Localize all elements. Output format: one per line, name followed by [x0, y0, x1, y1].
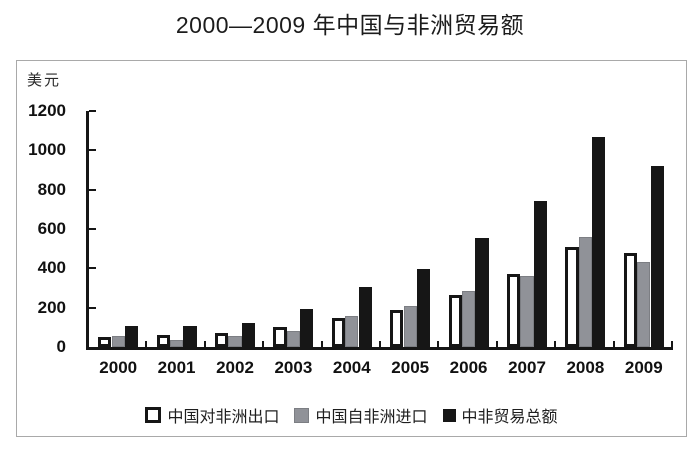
plot-area [86, 110, 673, 350]
bar-2008-series2 [592, 136, 606, 347]
y-axis-tick [89, 110, 96, 112]
x-category-label: 2003 [274, 358, 313, 377]
y-tick-label: 200 [37, 297, 66, 317]
bar-2002-series0 [214, 333, 229, 347]
bar-2006-series1 [461, 290, 476, 347]
x-axis-tick [554, 341, 557, 347]
bar-2005-series2 [416, 269, 431, 347]
y-axis-tick [89, 228, 96, 230]
legend-swatch-exports [145, 407, 162, 423]
x-category-label: 2009 [624, 358, 663, 377]
bar-2009-series1 [637, 261, 651, 347]
bar-2007-series0 [506, 273, 521, 347]
bar-2004-series1 [345, 315, 359, 347]
x-category-label: 2008 [566, 358, 605, 377]
y-axis-tick [89, 306, 96, 309]
bar-2005-series1 [403, 305, 417, 347]
bar-2002-series2 [241, 322, 256, 347]
y-tick-label: 400 [37, 258, 66, 278]
chart-frame: 美元 0 200 400 600 800 1000 1200 2000 2001 2002 200… [16, 60, 687, 437]
bar-2000-series0 [98, 337, 112, 347]
bar-2004-series0 [331, 317, 346, 347]
x-category-label: 2006 [449, 358, 488, 377]
bar-2003-series1 [286, 330, 301, 347]
legend-label-exports: 中国对非洲出口 [167, 409, 280, 426]
x-category-label: 2002 [216, 358, 254, 377]
legend-item-imports: 中国自非洲进口 [294, 403, 428, 427]
legend-swatch-imports [294, 407, 310, 423]
bar-2004-series2 [358, 287, 372, 347]
y-tick-label: 0 [56, 337, 66, 356]
y-tick-label: 800 [37, 179, 66, 199]
x-axis-tick [262, 341, 265, 347]
legend-label-total: 中非贸易总额 [461, 409, 558, 426]
legend-swatch-total [442, 408, 456, 422]
bar-2001-series0 [156, 335, 170, 347]
x-axis-labels: 2000 2001 2002 2003 2004 2005 2006 2007 2008 2009 [89, 357, 673, 379]
x-axis-tick [320, 341, 323, 347]
x-category-label: 2004 [332, 358, 371, 377]
legend-label-imports: 中国自非洲进口 [315, 409, 428, 426]
bar-2006-series2 [475, 238, 489, 347]
y-tick-label: 600 [37, 219, 66, 238]
y-axis-labels: 0 200 400 600 800 1000 1200 [17, 101, 66, 356]
chart-title: 2000—2009 年中国与非洲贸易额 [175, 12, 525, 38]
bar-2006-series0 [448, 294, 462, 347]
y-axis-tick [89, 149, 96, 152]
x-axis-tick [495, 341, 498, 347]
bar-2000-series2 [124, 326, 139, 347]
bar-2007-series2 [533, 201, 548, 347]
x-axis-tick [379, 341, 381, 347]
bar-2008-series1 [578, 236, 593, 347]
y-tick-label: 1200 [28, 101, 66, 120]
x-axis-tick [145, 341, 148, 347]
bar-2003-series0 [273, 327, 287, 347]
y-axis-unit-label: 美元 [27, 72, 62, 89]
bar-2002-series1 [228, 336, 242, 347]
y-axis-tick [89, 267, 96, 270]
x-category-label: 2000 [99, 358, 138, 377]
x-category-label: 2007 [508, 358, 546, 377]
x-axis-tick [203, 341, 206, 347]
bar-2000-series1 [111, 336, 125, 347]
x-axis-tick [437, 341, 440, 347]
bar-2001-series2 [183, 325, 197, 347]
x-category-label: 2005 [391, 358, 430, 377]
legend-item-total: 中非贸易总额 [442, 403, 558, 427]
bar-2007-series1 [520, 275, 534, 347]
x-category-label: 2001 [157, 358, 196, 377]
y-tick-label: 1000 [28, 140, 66, 160]
bar-2009-series2 [650, 166, 664, 347]
bar-2009-series0 [623, 252, 638, 347]
bar-2005-series0 [390, 310, 404, 347]
x-axis-tick [612, 341, 615, 347]
bar-2003-series2 [300, 309, 314, 347]
legend: 中国对非洲出口 中国自非洲进口 中非贸易总额 [17, 403, 686, 427]
y-axis-tick [89, 188, 96, 191]
x-axis-tick [671, 341, 673, 347]
legend-item-exports: 中国对非洲出口 [145, 403, 279, 427]
bar-2001-series1 [169, 339, 184, 347]
bar-2008-series0 [565, 247, 579, 347]
